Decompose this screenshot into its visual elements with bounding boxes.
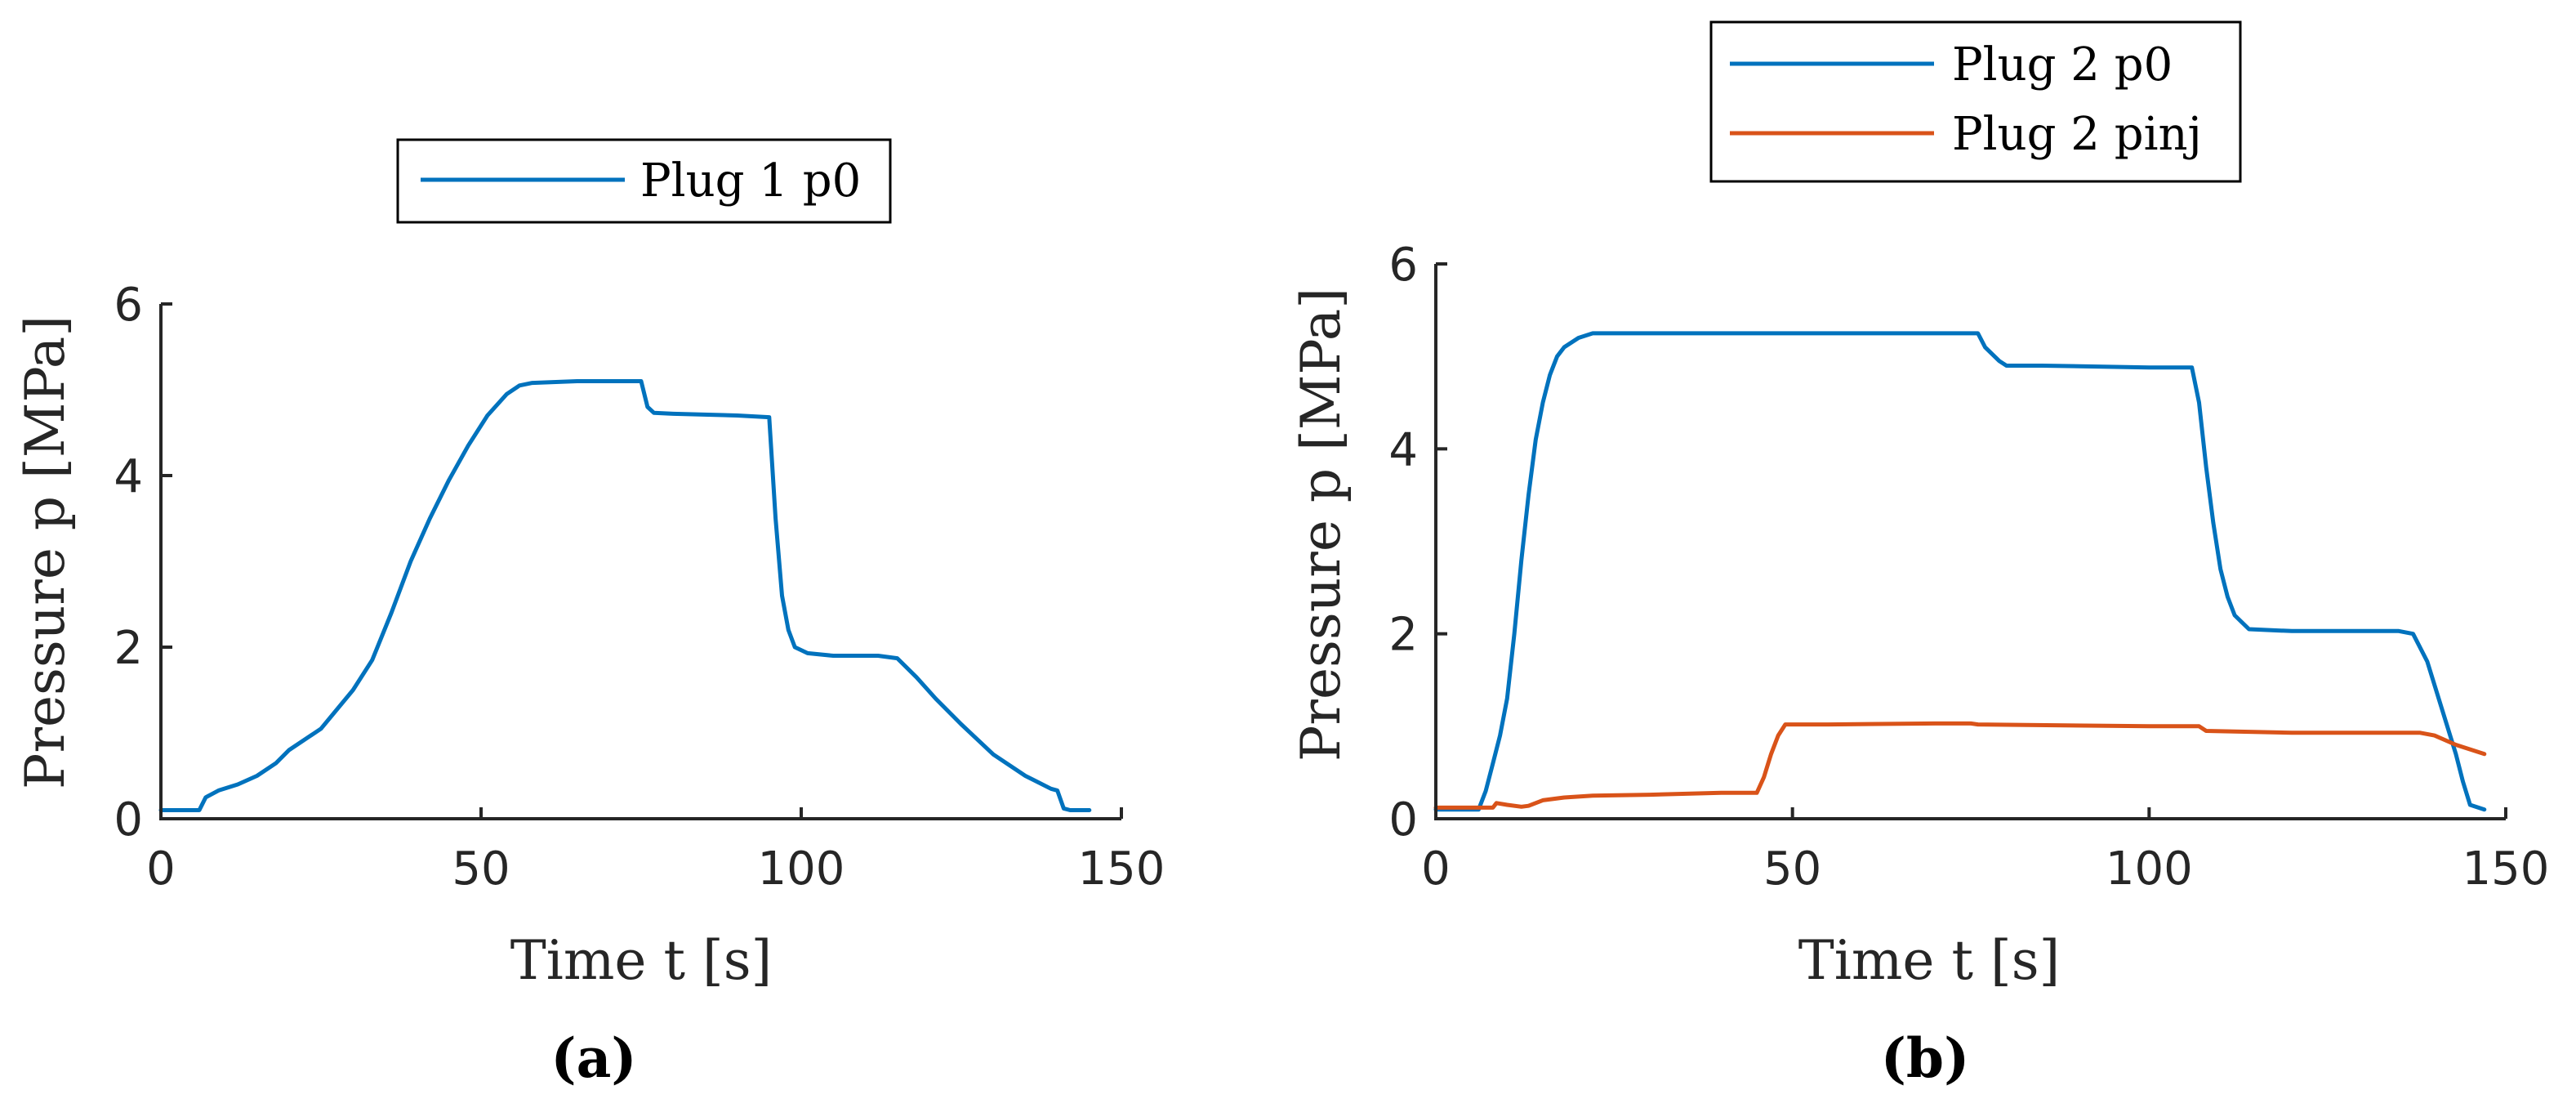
axes-frame-a [159,304,1121,820]
series-group-a [158,379,1092,812]
y-tick-label: 6 [114,279,143,332]
x-tick-label: 100 [758,842,845,896]
x-tick-label: 150 [2462,842,2550,896]
legend-a: Plug 1 p0 [396,138,892,224]
x-tick-label: 50 [452,842,510,896]
y-tick-label: 0 [114,793,143,847]
y-tick-label: 2 [1388,609,1418,662]
y-axis-label: Pressure p [MPa] [1290,288,1353,762]
x-tick-label: 150 [1078,842,1165,896]
series-group-b [1433,331,2487,812]
chart-panel-b: Plug 2 p0 Plug 2 pinj Pressure p [MPa] T… [1290,20,2549,1090]
x-tick-label: 50 [1763,842,1821,896]
y-tick-label: 2 [114,622,143,675]
series-line-plug-2-p0 [1433,331,2487,812]
tick-group-a: 0 50 100 150 0 2 4 6 [114,279,1165,896]
tick-group-b: 0 50 100 150 0 2 4 6 [1388,239,2549,896]
legend-entry-plug2-p0: Plug 2 p0 [1952,38,2173,92]
y-tick-label: 4 [1388,423,1418,476]
legend-entry-plug2-pinj: Plug 2 pinj [1952,108,2202,161]
legend-entry-plug1-p0: Plug 1 p0 [640,154,861,208]
x-tick-label: 0 [1421,842,1451,896]
y-tick-label: 4 [114,450,143,503]
x-tick-label: 0 [146,842,176,896]
legend-box [1709,20,2242,183]
series-line-plug-2-pinj [1433,721,2487,810]
y-tick-label: 0 [1388,793,1418,847]
x-axis-label: Time t [s] [1798,929,2061,992]
x-axis-label: Time t [s] [510,929,773,992]
legend-b: Plug 2 p0 Plug 2 pinj [1709,20,2242,183]
x-tick-label: 100 [2106,842,2193,896]
series-line-plug-1-p0 [158,379,1092,812]
chart-panel-a: Plug 1 p0 Pressure p [MPa] Time t [s] 0 5… [14,138,1165,1090]
y-axis-label: Pressure p [MPa] [14,315,77,789]
axes-frame-b [1434,264,2506,820]
panel-caption-b: (b) [1881,1026,1970,1090]
panel-caption-a: (a) [550,1026,636,1090]
y-tick-label: 6 [1388,239,1418,292]
